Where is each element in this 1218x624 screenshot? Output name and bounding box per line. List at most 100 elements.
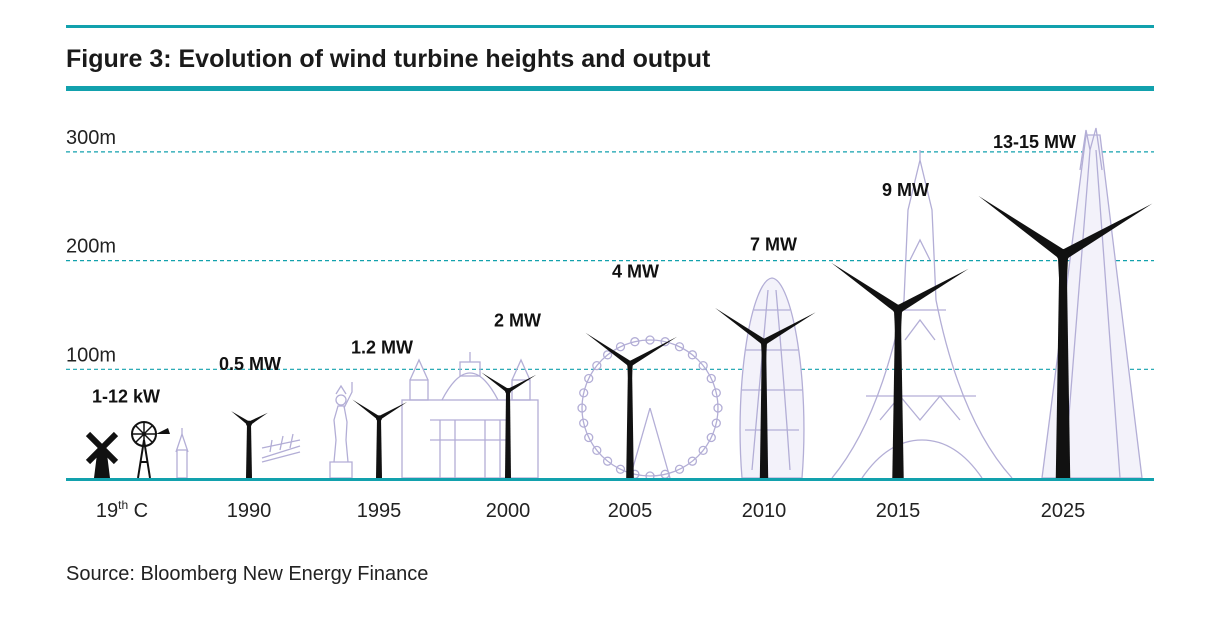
output-label: 1.2 MW: [351, 338, 413, 358]
turbine-hub: [760, 338, 768, 346]
eye-pod: [577, 403, 587, 413]
x-tick-label: 1995: [357, 500, 402, 522]
turbine-blade: [377, 418, 381, 451]
turbine-blade: [715, 307, 766, 345]
turbine-tower: [892, 309, 904, 478]
output-labels: 1-12 kW 0.5 MW 1.2 MW 2 MW 4 MW 7 MW 9 MW 13-15…: [92, 132, 1076, 407]
turbine-blade: [893, 309, 903, 392]
x-tick-label: 2025: [1041, 500, 1086, 522]
turbine-blade: [628, 336, 678, 367]
turbine-2025: [978, 195, 1153, 478]
turbine-blade: [978, 195, 1066, 260]
turbine-hub: [626, 360, 634, 368]
turbine-2010: [715, 307, 816, 478]
turbine-tower: [246, 423, 252, 478]
turbine-tower: [505, 391, 511, 478]
output-label: 7 MW: [750, 234, 797, 254]
bridge-icon: [261, 433, 301, 463]
eye-pod: [711, 418, 721, 428]
turbine-blade: [481, 372, 510, 393]
eye-pod: [687, 456, 698, 466]
x-axis-ticks: 19th C 1990 1995 2000 2005 2010 2015 2025: [96, 498, 1085, 522]
turbine-blade: [1060, 203, 1153, 260]
chart-title: Figure 3: Evolution of wind turbine heig…: [66, 45, 711, 73]
turbine-tower: [759, 342, 769, 478]
eye-pod: [584, 373, 594, 384]
turbine-2005: [585, 332, 678, 478]
st-pauls-cathedral-icon: [401, 352, 539, 479]
eiffel-tower-icon: [831, 150, 1013, 479]
eye-pod: [706, 432, 716, 443]
church-spire-icon: [175, 428, 189, 479]
turbine-blade: [352, 399, 381, 420]
eye-pod: [579, 388, 589, 398]
title-bottom-rule: [66, 86, 1154, 91]
output-label: 13-15 MW: [993, 132, 1076, 152]
eye-pod: [615, 464, 626, 474]
gridlines: [66, 151, 1154, 370]
turbine-marks: [231, 195, 1153, 478]
eye-pod: [602, 350, 613, 360]
y-tick-label: 200m: [66, 236, 116, 258]
eye-pod: [713, 403, 723, 413]
turbine-hub: [893, 304, 903, 315]
turbine-blade: [507, 374, 537, 393]
turbine-tower: [626, 363, 634, 478]
turbine-2000: [481, 372, 537, 478]
y-tick-label: 300m: [66, 127, 116, 149]
turbine-hub: [505, 388, 511, 395]
turbine-2015: [831, 262, 969, 478]
turbine-blade: [378, 401, 408, 420]
y-axis-ticks: 100m 200m 300m: [66, 127, 116, 366]
turbine-blade: [247, 423, 251, 446]
turbine-tower: [1055, 255, 1071, 478]
turbine-hub: [1056, 248, 1070, 262]
statue-of-liberty-icon: [329, 382, 353, 479]
eye-pod: [706, 373, 716, 384]
output-label: 0.5 MW: [219, 354, 281, 374]
eye-pod: [711, 388, 721, 398]
x-tick-label: 1990: [227, 500, 272, 522]
london-eye-icon: [577, 335, 723, 481]
turbine-1995: [352, 399, 408, 478]
eye-pod: [615, 342, 626, 352]
eye-pod: [592, 360, 602, 371]
baseline: [66, 478, 1154, 481]
turbine-blade: [762, 312, 816, 345]
x-tick-label: 2015: [876, 500, 921, 522]
x-tick-label: 2000: [486, 500, 531, 522]
eye-pod: [645, 335, 655, 345]
eye-pod: [687, 350, 698, 360]
x-tick-label: 2010: [742, 500, 787, 522]
x-tick-label: 19th C: [96, 498, 148, 522]
x-tick-label: 2005: [608, 500, 653, 522]
eye-pod: [674, 464, 685, 474]
landmark-silhouettes: [175, 127, 1143, 481]
turbine-hub: [246, 420, 252, 427]
turbine-hub: [376, 415, 382, 422]
turbine-1990: [231, 411, 268, 478]
source-note: Source: Bloomberg New Energy Finance: [66, 563, 428, 585]
y-tick-label: 100m: [66, 344, 116, 366]
water-pump-windmill-icon: [131, 421, 170, 479]
turbine-blade: [1057, 255, 1069, 359]
turbine-blade: [585, 332, 632, 367]
output-label: 1-12 kW: [92, 387, 160, 407]
eye-pod: [579, 418, 589, 428]
eye-pod: [602, 456, 613, 466]
turbine-blade: [248, 412, 268, 426]
turbine-blade: [506, 391, 510, 424]
eye-pod: [592, 445, 602, 456]
turbine-blade: [831, 262, 901, 313]
title-top-rule: [66, 25, 1154, 28]
output-label: 9 MW: [882, 180, 929, 200]
eye-pod: [698, 445, 708, 456]
eye-pod: [698, 360, 708, 371]
turbine-blade: [627, 363, 633, 419]
old-windmill-icon: [85, 431, 119, 478]
turbine-blade: [231, 411, 251, 426]
gherkin-building-icon: [739, 277, 805, 479]
eye-pod: [630, 337, 640, 347]
turbine-blade: [761, 342, 767, 402]
output-label: 4 MW: [612, 262, 659, 282]
